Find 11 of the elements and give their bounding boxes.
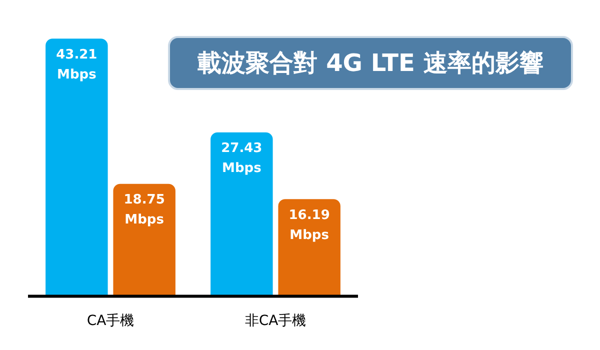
data-label: 43.21 Mbps (56, 48, 98, 83)
bar (278, 199, 340, 296)
text: 載波聚合對 4G LTE 速率的影響 (168, 36, 573, 90)
x-tick-label: CA手機 (86, 313, 134, 330)
data-label: 16.19 Mbps (288, 208, 330, 243)
data-label: 27.43 Mbps (221, 141, 262, 176)
x-tick-label: 非CA手機 (244, 313, 306, 330)
bar (210, 132, 273, 296)
data-label: 18.75 Mbps (124, 192, 165, 228)
bar (46, 38, 108, 296)
bar (113, 184, 176, 296)
